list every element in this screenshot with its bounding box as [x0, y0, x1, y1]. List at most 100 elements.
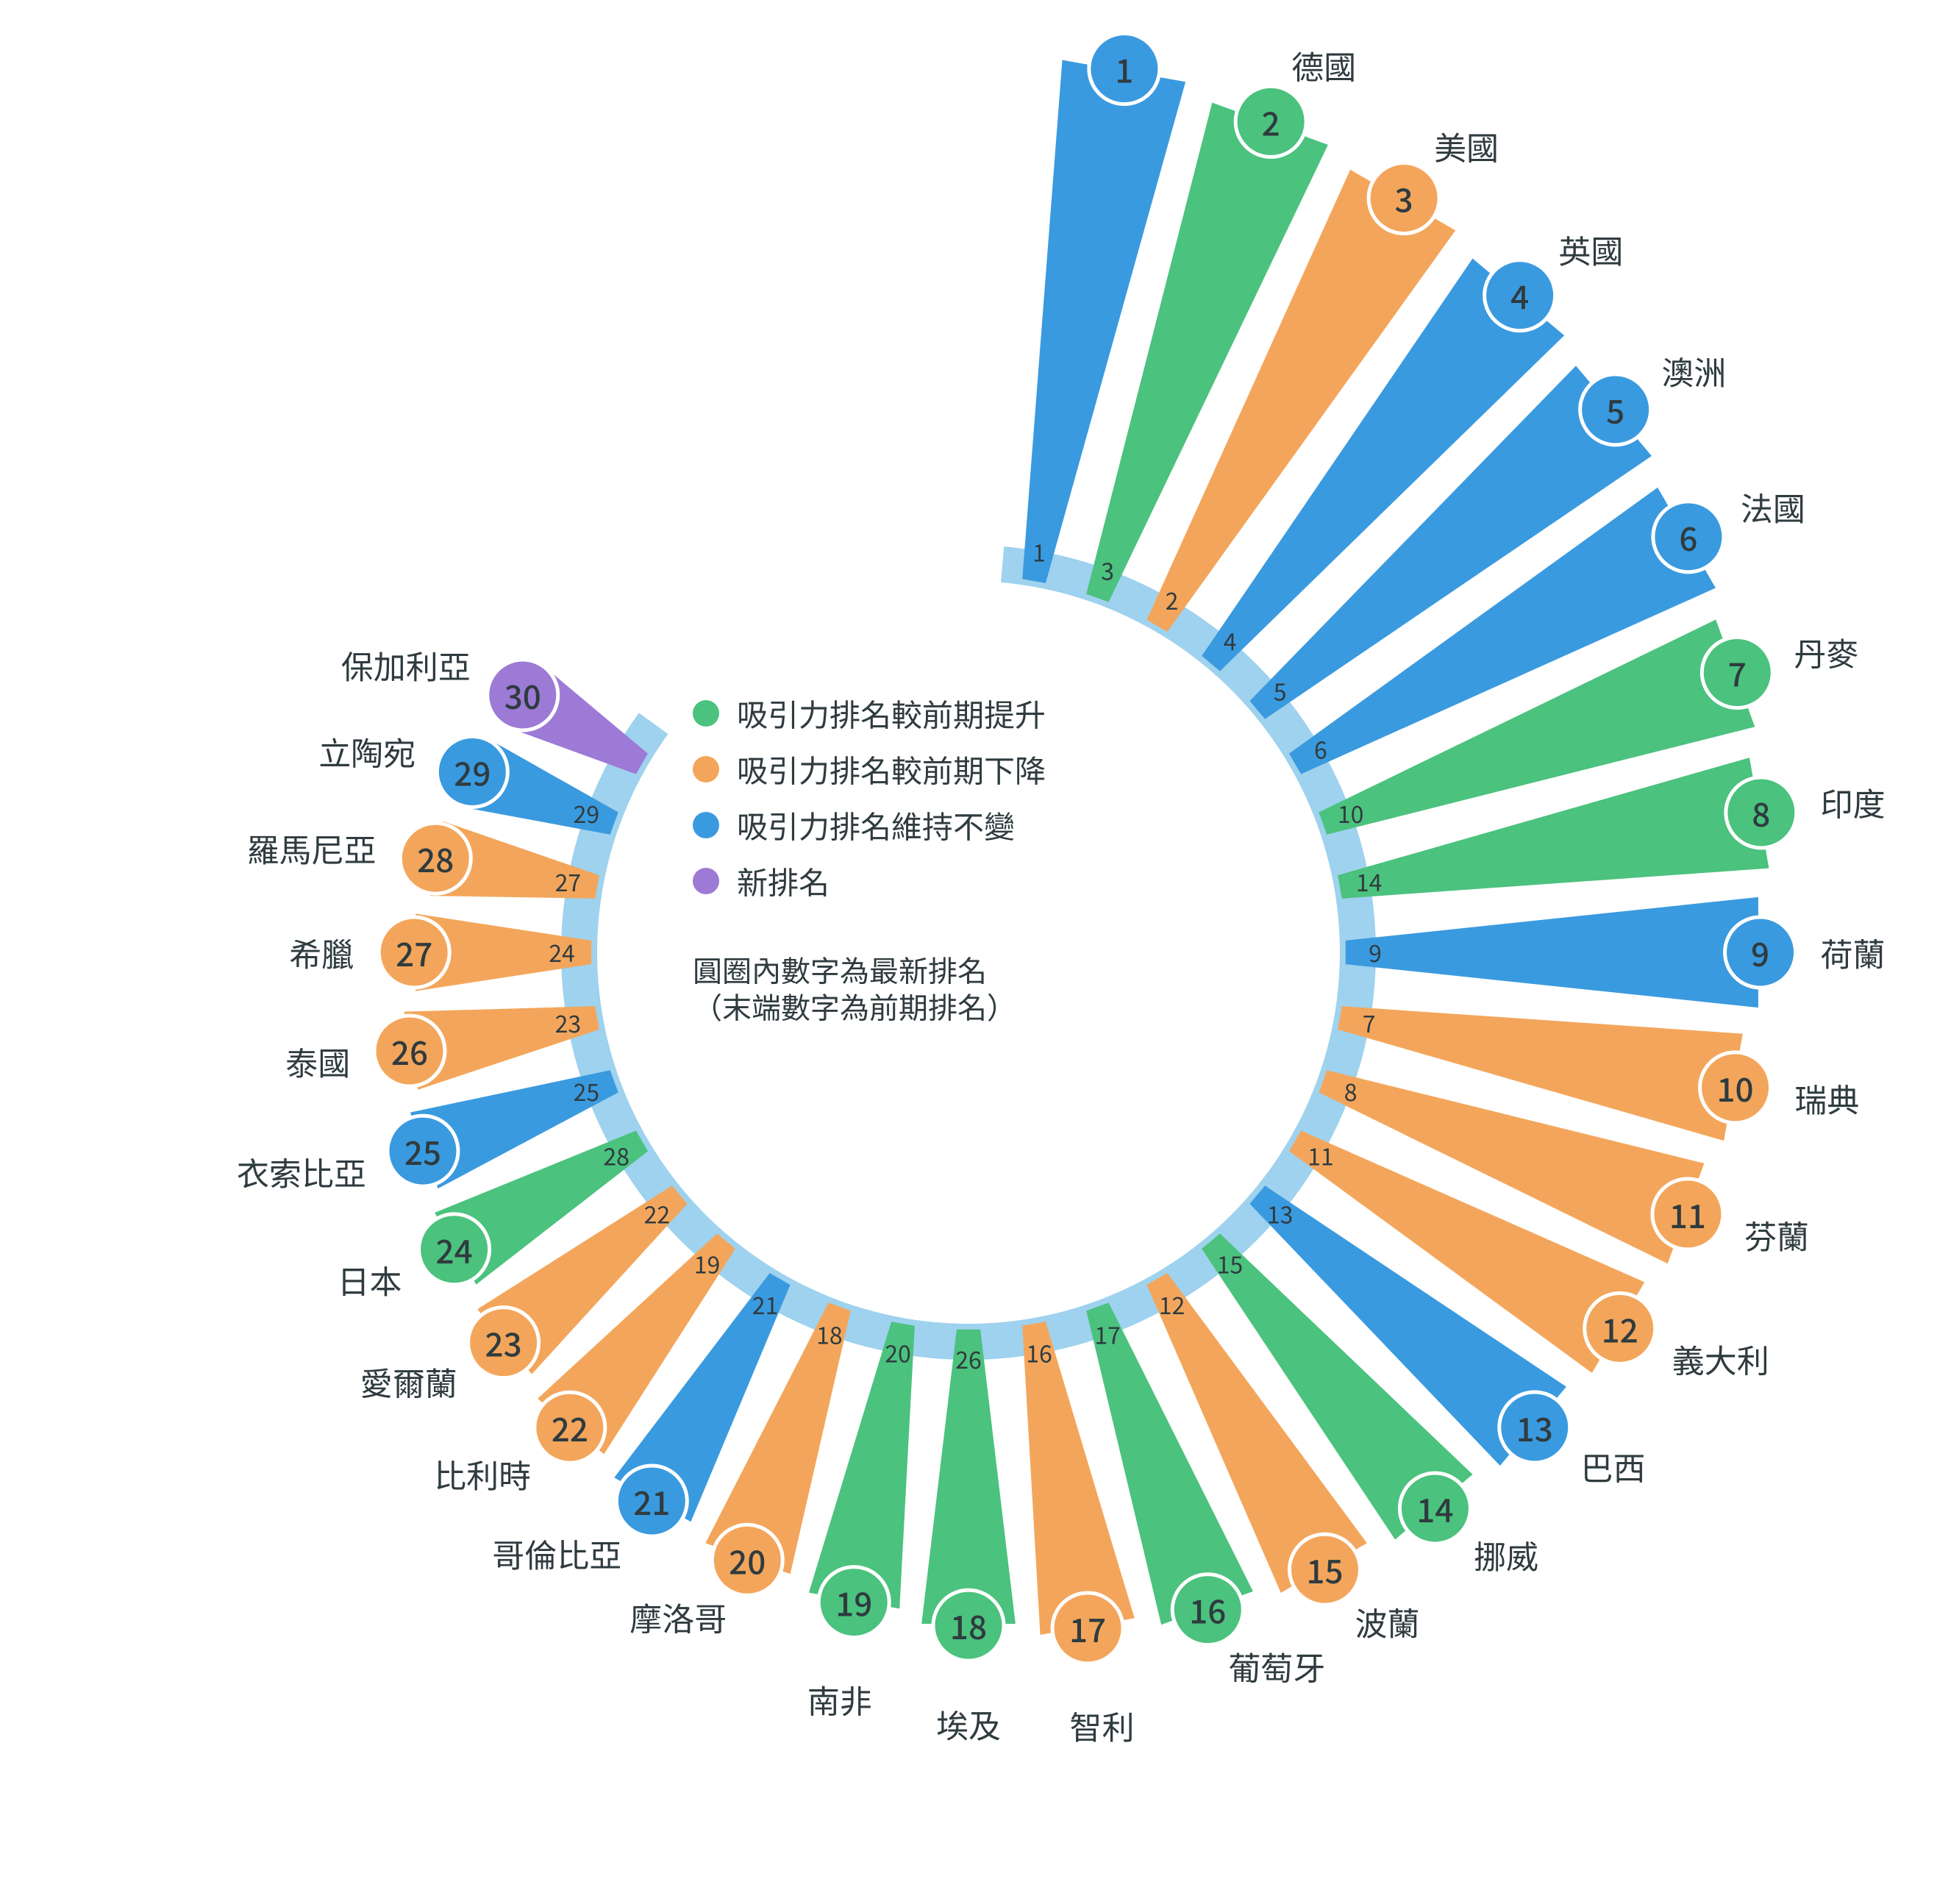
country-label: 葡萄牙 [1228, 1643, 1325, 1690]
rank-number: 19 [835, 1579, 872, 1626]
legend-dot [693, 756, 719, 782]
country-label: 荷蘭 [1821, 929, 1886, 976]
country-label: 巴西 [1581, 1443, 1646, 1490]
legend-label: 吸引力排名較前期下降 [737, 747, 1046, 792]
country-label: 哥倫比亞 [492, 1530, 621, 1577]
rank-number: 26 [391, 1027, 428, 1074]
rank-number: 22 [552, 1404, 588, 1451]
prev-rank-number: 9 [1369, 935, 1382, 969]
rank-number: 29 [454, 748, 491, 795]
prev-rank-number: 18 [816, 1318, 843, 1352]
rank-number: 8 [1752, 789, 1770, 836]
prev-rank-number: 2 [1166, 583, 1179, 617]
rank-number: 15 [1306, 1546, 1343, 1593]
rank-number: 18 [950, 1602, 987, 1649]
country-label: 泰國 [285, 1038, 350, 1085]
prev-rank-number: 25 [574, 1074, 600, 1108]
prev-rank-number: 27 [555, 865, 582, 899]
prev-rank-number: 22 [644, 1197, 671, 1230]
country-label: 印度 [1821, 779, 1886, 826]
prev-rank-number: 8 [1344, 1074, 1358, 1108]
country-label: 立陶宛 [318, 727, 415, 774]
country-label: 摩洛哥 [629, 1593, 727, 1640]
legend: 吸引力排名較前期提升吸引力排名較前期下降吸引力排名維持不變新排名圓圈內數字為最新… [693, 691, 1046, 1027]
country-label: 智利 [1069, 1702, 1134, 1749]
prev-rank-number: 16 [1026, 1336, 1052, 1370]
rank-number: 14 [1416, 1485, 1453, 1532]
prev-rank-number: 20 [885, 1336, 911, 1370]
prev-rank-number: 13 [1267, 1197, 1294, 1230]
prev-rank-number: 23 [555, 1006, 582, 1040]
legend-label: 新排名 [737, 859, 830, 904]
country-label: 美國 [1434, 122, 1499, 169]
legend-note: （末端數字為前期排名） [693, 985, 1016, 1027]
country-label: 澳洲 [1661, 347, 1726, 394]
prev-rank-number: 5 [1274, 674, 1287, 708]
prev-rank-number: 26 [955, 1342, 982, 1376]
country-label: 義大利 [1672, 1335, 1769, 1382]
rank-number: 20 [729, 1536, 766, 1583]
prev-rank-number: 17 [1094, 1318, 1121, 1352]
rank-number: 24 [436, 1226, 473, 1273]
country-label: 法國 [1741, 483, 1805, 530]
rank-number: 13 [1516, 1404, 1553, 1451]
prev-rank-number: 4 [1224, 624, 1237, 657]
country-label: 德國 [1291, 41, 1356, 88]
prev-rank-number: 11 [1308, 1139, 1334, 1173]
rank-number: 6 [1679, 513, 1697, 560]
rank-number: 10 [1716, 1064, 1753, 1111]
radial-ranking-chart: 1234567891011121314151617181920212223242… [0, 0, 1937, 1904]
legend-dot [693, 868, 719, 894]
country-label: 比利時 [434, 1450, 531, 1497]
prev-rank-number: 12 [1159, 1288, 1185, 1322]
rank-number: 16 [1189, 1586, 1226, 1633]
legend-dot [693, 700, 719, 727]
rank-number: 28 [417, 835, 454, 882]
rank-number: 25 [404, 1127, 441, 1174]
country-label: 羅馬尼亞 [247, 824, 377, 871]
country-label: 保加利亞 [341, 641, 471, 688]
prev-rank-number: 19 [694, 1247, 721, 1281]
rank-number: 12 [1602, 1305, 1638, 1352]
prev-rank-number: 7 [1363, 1006, 1376, 1040]
prev-rank-number: 21 [752, 1288, 779, 1322]
rank-number: 11 [1669, 1191, 1706, 1238]
legend-label: 吸引力排名維持不變 [737, 803, 1015, 848]
rank-number: 3 [1395, 175, 1413, 222]
rank-number: 17 [1069, 1605, 1106, 1652]
country-label: 日本 [338, 1256, 402, 1303]
country-label: 西班牙 [1089, 0, 1186, 1]
prev-rank-number: 15 [1217, 1247, 1244, 1281]
rank-number: 23 [485, 1319, 522, 1366]
rank-number: 7 [1728, 649, 1747, 696]
prev-rank-number: 3 [1101, 553, 1114, 587]
rank-number: 1 [1115, 46, 1133, 93]
rank-number: 27 [396, 929, 432, 976]
ranking-bar [1346, 897, 1758, 1008]
country-label: 愛爾蘭 [360, 1358, 457, 1405]
prev-rank-number: 29 [574, 796, 600, 830]
rank-number: 9 [1751, 929, 1769, 976]
country-label: 丹麥 [1794, 628, 1858, 675]
country-label: 英國 [1558, 226, 1623, 273]
country-label: 挪威 [1474, 1531, 1538, 1578]
prev-rank-number: 14 [1356, 865, 1383, 899]
rank-number: 2 [1262, 98, 1280, 145]
prev-rank-number: 28 [603, 1139, 629, 1173]
rank-number: 30 [504, 671, 541, 719]
prev-rank-number: 24 [549, 935, 575, 969]
rank-number: 5 [1606, 386, 1624, 433]
country-label: 波蘭 [1355, 1598, 1419, 1645]
rank-number: 4 [1510, 272, 1529, 319]
country-label: 衣索比亞 [237, 1148, 366, 1195]
country-label: 芬蘭 [1744, 1211, 1809, 1258]
country-label: 埃及 [936, 1700, 1001, 1747]
prev-rank-number: 6 [1314, 732, 1327, 766]
rank-number: 21 [633, 1477, 670, 1525]
legend-label: 吸引力排名較前期提升 [737, 691, 1046, 736]
country-label: 南非 [807, 1676, 872, 1723]
country-label: 希臘 [289, 929, 354, 976]
legend-dot [693, 812, 719, 838]
prev-rank-number: 10 [1338, 796, 1364, 830]
country-label: 瑞典 [1794, 1074, 1859, 1122]
